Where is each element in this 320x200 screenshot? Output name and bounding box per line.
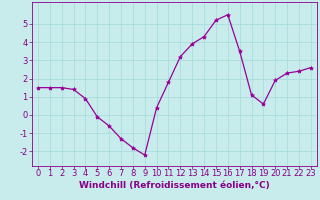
- X-axis label: Windchill (Refroidissement éolien,°C): Windchill (Refroidissement éolien,°C): [79, 181, 270, 190]
